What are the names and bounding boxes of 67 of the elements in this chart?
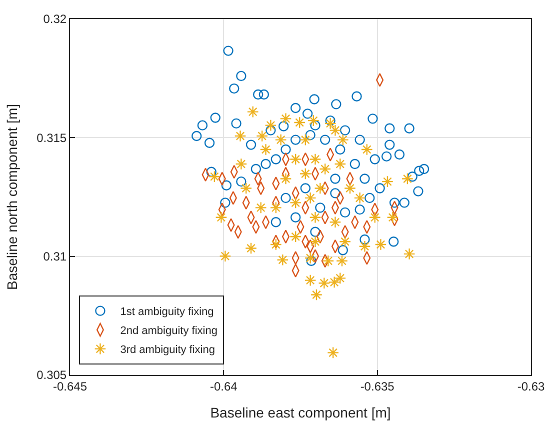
point xyxy=(280,172,292,185)
point xyxy=(336,134,349,146)
point xyxy=(290,153,302,166)
point xyxy=(234,130,246,142)
legend-label: 1st ambiguity fixing xyxy=(120,306,214,318)
point xyxy=(256,130,268,142)
point xyxy=(290,196,302,209)
point xyxy=(245,242,258,254)
point xyxy=(299,168,312,180)
point xyxy=(235,158,248,170)
point xyxy=(254,202,267,214)
point xyxy=(322,254,334,267)
point xyxy=(294,116,306,128)
y-tick-label: 0.32 xyxy=(43,12,67,26)
point xyxy=(318,277,330,290)
point xyxy=(264,119,277,132)
point xyxy=(276,254,289,266)
point xyxy=(334,272,346,284)
point xyxy=(344,182,356,194)
point xyxy=(329,216,342,228)
point xyxy=(304,192,316,204)
point xyxy=(270,202,282,214)
point xyxy=(260,144,272,156)
point xyxy=(354,192,366,204)
point xyxy=(208,170,220,183)
x-axis-title: Baseline east component [m] xyxy=(210,404,391,421)
point xyxy=(401,172,414,185)
point xyxy=(309,211,322,224)
point xyxy=(270,238,282,250)
point xyxy=(368,211,381,224)
point xyxy=(386,211,399,224)
point xyxy=(290,230,302,243)
point xyxy=(304,274,316,286)
point xyxy=(274,134,287,146)
point xyxy=(310,288,322,301)
x-tick-label: -0.63 xyxy=(517,379,545,394)
legend-label: 2nd ambiguity fixing xyxy=(120,325,218,338)
y-axis-title: Baseline north component [m] xyxy=(4,104,20,290)
point xyxy=(360,144,373,156)
point xyxy=(219,250,232,262)
x-tick-label: -0.635 xyxy=(360,379,395,394)
point xyxy=(327,346,340,359)
point xyxy=(374,238,387,250)
point xyxy=(307,114,320,127)
point xyxy=(240,182,252,194)
point xyxy=(324,117,336,130)
point xyxy=(304,252,316,264)
y-tick-label: 0.315 xyxy=(36,130,67,145)
point xyxy=(329,124,342,136)
point xyxy=(319,162,332,175)
point xyxy=(299,134,312,146)
point xyxy=(309,153,322,166)
point xyxy=(328,276,340,288)
point xyxy=(403,248,416,260)
point xyxy=(314,182,326,194)
legend-label: 3rd ambiguity fixing xyxy=(120,344,215,356)
x-tick-label: -0.64 xyxy=(210,379,238,394)
point xyxy=(280,112,292,125)
point xyxy=(381,176,394,188)
point xyxy=(334,158,346,170)
point xyxy=(309,236,322,248)
point xyxy=(246,106,259,118)
point xyxy=(358,240,371,252)
point xyxy=(339,236,352,248)
point xyxy=(336,254,348,267)
point xyxy=(215,211,228,224)
y-tick-label: 0.31 xyxy=(43,250,67,264)
